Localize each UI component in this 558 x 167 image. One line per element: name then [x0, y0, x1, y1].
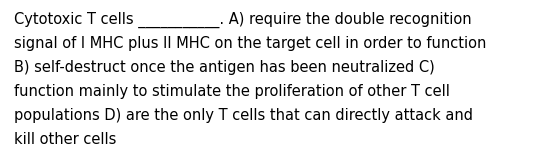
- Text: Cytotoxic T cells ___________. A) require the double recognition: Cytotoxic T cells ___________. A) requir…: [14, 12, 472, 28]
- Text: signal of I MHC plus II MHC on the target cell in order to function: signal of I MHC plus II MHC on the targe…: [14, 36, 487, 51]
- Text: B) self-destruct once the antigen has been neutralized C): B) self-destruct once the antigen has be…: [14, 60, 435, 75]
- Text: function mainly to stimulate the proliferation of other T cell: function mainly to stimulate the prolife…: [14, 84, 450, 99]
- Text: populations D) are the only T cells that can directly attack and: populations D) are the only T cells that…: [14, 108, 473, 123]
- Text: kill other cells: kill other cells: [14, 132, 117, 147]
